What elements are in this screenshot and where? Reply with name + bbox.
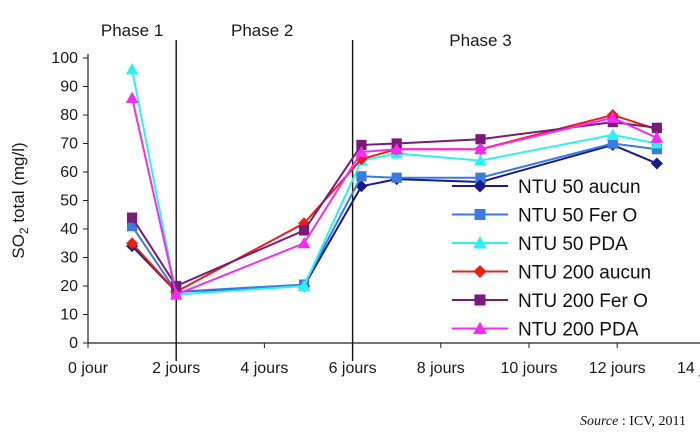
- y-tick-label: 10: [60, 307, 78, 324]
- x-tick-label: 2 jours: [152, 360, 200, 377]
- legend-marker: [473, 265, 487, 278]
- y-axis-label: SO2 total (mg/l): [9, 142, 31, 258]
- legend-label: NTU 200 Fer O: [518, 291, 648, 312]
- phase-label: Phase 2: [231, 21, 293, 40]
- legend-marker: [473, 236, 487, 249]
- data-point: [355, 145, 368, 158]
- y-tick-label: 70: [60, 136, 78, 153]
- legend-item: NTU 200 PDA: [452, 320, 639, 341]
- data-point: [651, 122, 662, 133]
- source-note: Source : ICV, 2011: [580, 414, 686, 430]
- legend-item: NTU 50 aucun: [452, 177, 641, 198]
- x-tick-label: 14 jours: [677, 360, 700, 377]
- axes: [87, 54, 700, 344]
- x-ticks: 0 jour 2 jours 4 jours 6 jours 8 jours 10 jou…: [68, 343, 700, 377]
- y-ticks: 0 10 20 30 40 50 60 70 80 90 100: [51, 50, 88, 352]
- data-point: [391, 172, 402, 183]
- data-point: [169, 288, 183, 300]
- legend-label: NTU 50 Fer O: [518, 206, 637, 227]
- data-point: [475, 134, 486, 145]
- legend-item: NTU 200 Fer O: [452, 291, 648, 312]
- legend-label: NTU 50 PDA: [518, 234, 628, 255]
- legend-marker: [473, 321, 487, 334]
- data-point: [474, 154, 487, 166]
- data-point: [297, 279, 311, 292]
- data-point: [125, 63, 139, 75]
- source-label: Source: [579, 414, 619, 429]
- series-group: [125, 63, 664, 300]
- y-tick-label: 80: [60, 107, 78, 124]
- legend-item: NTU 50 PDA: [452, 234, 628, 255]
- phase-labels: Phase 1 Phase 2 Phase 3: [101, 21, 512, 50]
- series-line: [131, 142, 658, 293]
- legend-label: NTU 50 aucun: [518, 177, 641, 198]
- data-point: [127, 212, 138, 223]
- legend-item: NTU 50 Fer O: [452, 206, 637, 227]
- data-point: [125, 91, 139, 103]
- data-point: [650, 131, 664, 143]
- legend-label: NTU 200 aucun: [518, 263, 651, 284]
- data-point: [607, 138, 618, 149]
- y-tick-label: 60: [60, 164, 78, 181]
- series-line: [131, 121, 658, 288]
- series-line: [131, 69, 658, 296]
- x-tick-label: 12 jours: [589, 360, 646, 377]
- series-ntu-200-pda: [125, 91, 664, 300]
- y-tick-label: 90: [60, 79, 78, 96]
- y-tick-label: 0: [69, 335, 78, 352]
- data-point: [650, 137, 664, 149]
- y-axis-title: SO2 total (mg/l): [9, 142, 31, 258]
- data-point: [606, 111, 620, 123]
- data-point: [356, 171, 367, 182]
- data-point: [171, 280, 182, 292]
- y-tick-label: 40: [60, 221, 78, 238]
- phase-dividers: [175, 40, 354, 361]
- legend-marker: [474, 294, 486, 306]
- phase-label: Phase 3: [449, 31, 511, 50]
- x-tick-label: 6 jours: [329, 360, 377, 377]
- y-tick-label: 30: [60, 250, 78, 267]
- y-tick-label: 50: [60, 193, 78, 210]
- data-point: [297, 236, 311, 249]
- x-tick-label: 10 jours: [501, 360, 558, 377]
- data-point: [127, 221, 138, 232]
- x-tick-label: 4 jours: [240, 360, 288, 377]
- series-ntu-200-fer-o: [127, 117, 662, 292]
- legend-item: NTU 200 aucun: [452, 263, 651, 284]
- source-separator: :: [618, 414, 630, 429]
- x-tick-label: 0 jour: [68, 360, 109, 377]
- series-line: [131, 97, 658, 296]
- phase-label: Phase 1: [101, 21, 163, 40]
- series-line: [131, 113, 658, 293]
- y-tick-label: 20: [60, 278, 78, 295]
- legend: NTU 50 aucun NTU 50 Fer O NTU 50 PDA NTU 20…: [452, 177, 651, 341]
- data-point: [356, 139, 367, 151]
- data-point: [298, 225, 310, 236]
- legend-marker: [474, 208, 486, 221]
- data-point: [474, 142, 487, 155]
- data-point: [390, 142, 403, 155]
- data-point: [650, 157, 663, 170]
- data-point: [126, 237, 139, 250]
- source-text: ICV, 2011: [629, 414, 686, 429]
- y-tick-label: 100: [51, 50, 78, 67]
- data-point: [606, 128, 620, 140]
- data-point: [475, 172, 486, 183]
- legend-marker: [473, 179, 487, 193]
- data-point: [651, 144, 662, 155]
- x-tick-label: 8 jours: [417, 360, 465, 377]
- legend-label: NTU 200 PDA: [518, 320, 639, 341]
